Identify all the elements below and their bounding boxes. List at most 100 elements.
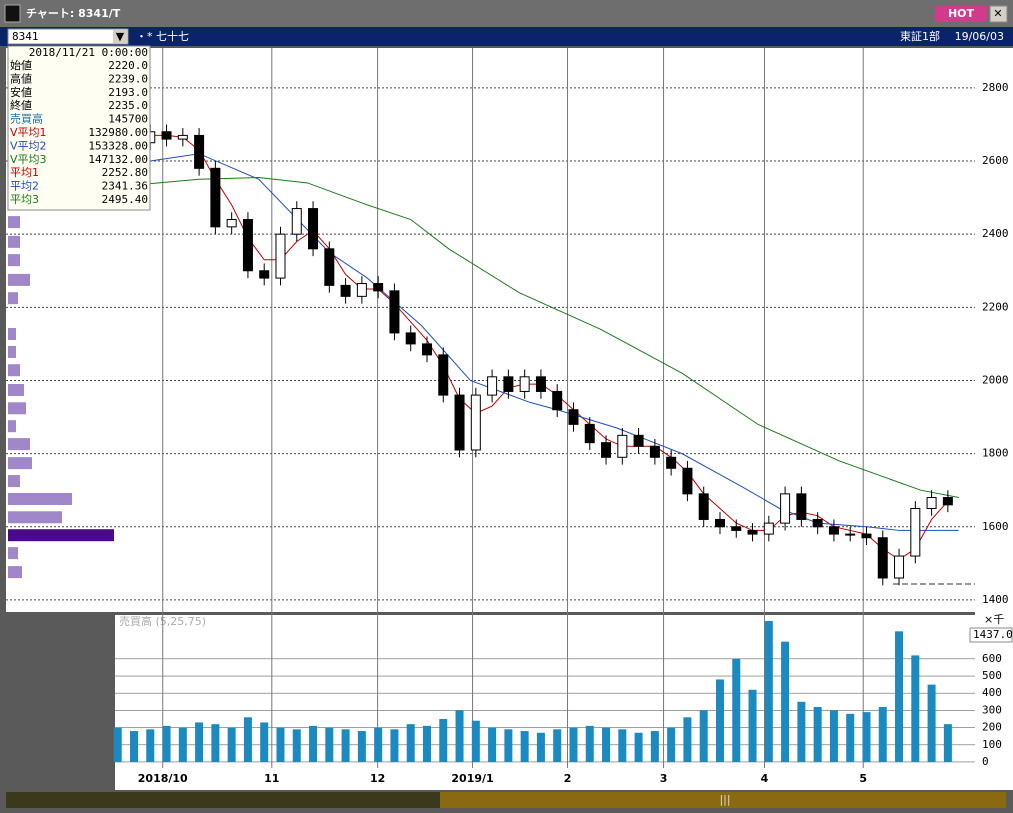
volume-bar (471, 720, 480, 762)
volume-bar (292, 729, 301, 762)
volume-bar (260, 722, 269, 762)
x-axis-area (115, 768, 1013, 790)
candle-body (487, 376, 498, 396)
y-tick-label: 2200 (982, 300, 1009, 313)
dropdown-button[interactable] (113, 30, 127, 43)
candle-body (682, 467, 693, 495)
window-title: チャート: 8341/T (26, 7, 121, 20)
volume-bar (146, 729, 155, 762)
volume-bar (439, 719, 448, 762)
volume-bar (113, 727, 122, 762)
volume-profile-bar (8, 566, 22, 579)
dropdown-arrow[interactable]: ▼ (116, 30, 125, 43)
volume-bar (374, 727, 383, 762)
candle-body (177, 134, 188, 140)
hot-label[interactable]: HOT (948, 7, 975, 20)
candle-body (226, 219, 237, 228)
candle-body (649, 445, 660, 458)
y-tick-label: 400 (982, 686, 1002, 699)
volume-profile-bar (8, 292, 18, 305)
volume-profile-bar (8, 529, 114, 542)
scroll-thumb[interactable] (440, 792, 1006, 808)
candle-body (242, 219, 253, 272)
candle-body (454, 394, 465, 451)
candle-body (438, 354, 449, 396)
candle-body (796, 493, 807, 520)
volume-profile-bar (8, 383, 24, 396)
info-label: 平均2 (10, 180, 39, 193)
info-value: 147132.00 (88, 153, 148, 166)
volume-profile-bar (8, 345, 16, 358)
max-label-box (969, 627, 1013, 643)
info-value: 132980.00 (88, 126, 148, 139)
candle-body (666, 456, 677, 469)
candle-body (503, 376, 514, 392)
x-tick-label: 2018/10 (138, 772, 188, 785)
candle-body (845, 533, 856, 536)
volume-bar (862, 712, 871, 762)
volume-profile-bar (8, 328, 16, 341)
info-label: 始値 (10, 58, 32, 72)
candle-body (552, 390, 563, 411)
info-value: 2252.80 (102, 166, 148, 179)
volume-profile-bar (8, 457, 32, 470)
y-tick-label: 500 (982, 669, 1002, 682)
volume-bar (390, 729, 399, 762)
candle-body (714, 518, 725, 528)
axis-area (975, 48, 1013, 768)
candle-body (942, 497, 953, 506)
volume-bar (178, 727, 187, 762)
candle-body (861, 533, 872, 539)
candle-body (812, 518, 823, 528)
volume-bar (455, 710, 464, 762)
stock-name: ・* 七十七 (136, 29, 189, 43)
volume-bar (748, 689, 757, 762)
candle-body (535, 376, 546, 392)
candle-body (828, 526, 839, 535)
market: 東証1部 (900, 29, 940, 43)
code-input[interactable] (7, 28, 129, 45)
candle-body (926, 497, 937, 509)
info-value: 145700 (108, 113, 148, 126)
x-tick-label: 3 (660, 772, 668, 785)
close-icon[interactable]: ✕ (993, 7, 1002, 20)
y-tick-label: 2000 (982, 373, 1009, 386)
volume-bar (829, 710, 838, 762)
close-button[interactable] (989, 5, 1008, 23)
info-value: 2235.0 (108, 99, 148, 112)
volume-bar (504, 729, 513, 762)
volume-bar (781, 641, 790, 762)
volume-bar (162, 725, 171, 762)
volume-bar (634, 732, 643, 762)
candle-body (617, 434, 628, 458)
volume-bar (520, 731, 529, 762)
info-label: 終値 (10, 98, 32, 112)
scroll-grip[interactable]: ||| (719, 793, 730, 806)
hot-button[interactable] (935, 6, 987, 22)
volume-bar (927, 684, 936, 762)
volume-bar (357, 731, 366, 762)
y-tick-label: 600 (982, 652, 1002, 665)
volume-profile-bar (8, 547, 18, 560)
volume-unit: ×千 (984, 613, 1004, 626)
candle-body (633, 434, 644, 447)
candle-body (308, 208, 319, 250)
info-value: 2193.0 (108, 86, 148, 99)
candle-body (877, 537, 888, 579)
candle-body (470, 394, 481, 451)
volume-profile-bar (8, 492, 72, 505)
info-label: V平均3 (10, 153, 47, 166)
volume-bar (325, 727, 334, 762)
info-label: 安値 (10, 85, 32, 99)
info-label: V平均1 (10, 126, 47, 139)
y-tick-label: 0 (982, 755, 989, 768)
candle-body (763, 522, 774, 535)
volume-bar (715, 679, 724, 762)
moving-average (117, 176, 959, 499)
candle-body (275, 233, 286, 279)
info-panel (7, 45, 151, 211)
y-tick-label: 1600 (982, 520, 1009, 533)
candle-body (601, 442, 612, 458)
code-value[interactable]: 8341 (12, 30, 39, 43)
